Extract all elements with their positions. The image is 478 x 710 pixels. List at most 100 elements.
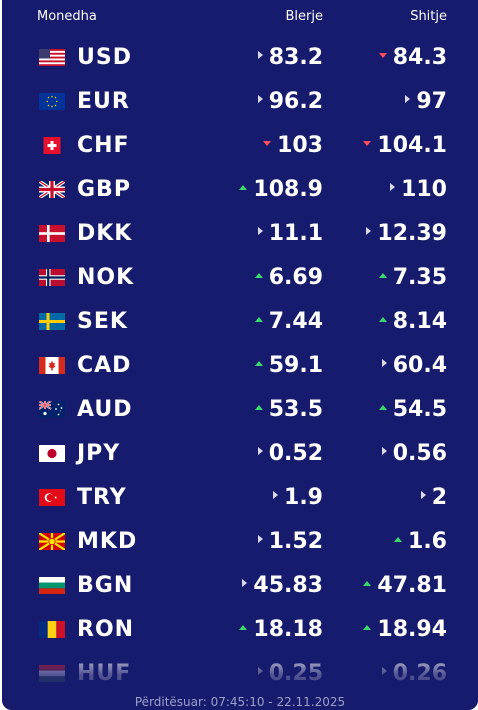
trend-up-icon <box>378 272 387 278</box>
sell-rate-value: 104.1 <box>377 133 447 158</box>
buy-rate: 7.44 <box>254 307 323 337</box>
buy-rate-value: 7.44 <box>268 309 323 334</box>
buy-rate: 11.1 <box>257 219 323 249</box>
trend-up-icon <box>378 316 387 322</box>
rate-row-chf: CHF 103 104.1 <box>2 125 478 169</box>
currency-code: SEK <box>77 309 128 334</box>
sell-rate: 97 <box>405 87 447 117</box>
jp-flag-icon <box>39 445 65 462</box>
table-header: Monedha Blerje Shitje <box>2 0 478 34</box>
currency-code: USD <box>77 45 132 70</box>
currency-code: JPY <box>77 441 121 466</box>
currency-code: BGN <box>77 573 134 598</box>
sell-rate: 1.6 <box>394 527 447 557</box>
rate-row-bgn: BGN 45.83 47.81 <box>2 565 478 609</box>
rate-row-sek: SEK 7.44 8.14 <box>2 301 478 345</box>
trend-unchanged-icon <box>242 579 248 587</box>
sell-rate-value: 12.39 <box>377 221 447 246</box>
sell-rate: 18.94 <box>363 615 447 645</box>
trend-up-icon <box>394 536 403 542</box>
buy-rate-value: 96.2 <box>268 89 323 114</box>
rate-row-ron: RON 18.18 18.94 <box>2 609 478 653</box>
trend-unchanged-icon <box>381 447 387 455</box>
rate-row-cad: CAD 59.1 60.4 <box>2 345 478 389</box>
trend-unchanged-icon <box>405 95 411 103</box>
buy-rate: 59.1 <box>254 351 323 381</box>
buy-rate: 83.2 <box>257 43 323 73</box>
sell-rate: 60.4 <box>381 351 447 381</box>
rate-row-gbp: GBP 108.9 110 <box>2 169 478 213</box>
sell-rate: 8.14 <box>378 307 447 337</box>
trend-down-icon <box>378 52 387 58</box>
buy-rate-value: 83.2 <box>268 45 323 70</box>
rate-row-dkk: DKK 11.1 12.39 <box>2 213 478 257</box>
sell-rate: 7.35 <box>378 263 447 293</box>
gb-flag-icon <box>39 181 65 198</box>
sell-rate: 104.1 <box>363 131 447 161</box>
rate-row-jpy: JPY 0.52 0.56 <box>2 433 478 477</box>
buy-rate: 0.52 <box>257 439 323 469</box>
sell-rate-value: 84.3 <box>392 45 447 70</box>
trend-up-icon <box>363 624 372 630</box>
currency-code: TRY <box>77 485 127 510</box>
trend-up-icon <box>254 316 263 322</box>
trend-unchanged-icon <box>257 51 263 59</box>
sell-rate-value: 60.4 <box>392 353 447 378</box>
buy-rate-value: 45.83 <box>253 573 323 598</box>
ch-flag-icon <box>39 137 65 154</box>
sell-rate: 0.56 <box>381 439 447 469</box>
sell-rate-value: 47.81 <box>377 573 447 598</box>
sell-rate-value: 54.5 <box>392 397 447 422</box>
trend-unchanged-icon <box>381 359 387 367</box>
buy-rate: 108.9 <box>239 175 323 205</box>
currency-code: DKK <box>77 221 133 246</box>
buy-rate-value: 53.5 <box>268 397 323 422</box>
eu-flag-icon <box>39 93 65 110</box>
trend-unchanged-icon <box>366 227 372 235</box>
sell-rate-value: 97 <box>416 89 447 114</box>
buy-rate: 18.18 <box>239 615 323 645</box>
sell-rate: 2 <box>420 483 447 513</box>
sell-rate: 54.5 <box>378 395 447 425</box>
sell-rate-value: 18.94 <box>377 617 447 642</box>
sell-rate: 84.3 <box>378 43 447 73</box>
trend-down-icon <box>363 140 372 146</box>
sell-rate-value: 110 <box>401 177 447 202</box>
us-flag-icon <box>39 49 65 66</box>
tr-flag-icon <box>39 489 65 506</box>
currency-code: CHF <box>77 133 130 158</box>
sell-rate: 47.81 <box>363 571 447 601</box>
trend-unchanged-icon <box>257 535 263 543</box>
rate-row-usd: USD 83.2 84.3 <box>2 37 478 81</box>
sell-rate-value: 0.56 <box>392 441 447 466</box>
buy-rate: 103 <box>263 131 323 161</box>
currency-code: EUR <box>77 89 130 114</box>
trend-up-icon <box>378 404 387 410</box>
trend-up-icon <box>239 624 248 630</box>
trend-unchanged-icon <box>273 491 279 499</box>
rates-list: USD 83.2 84.3 EUR 96.2 97 CHF 103 104.1 GBP 108.9 1… <box>2 37 478 697</box>
sell-rate-value: 7.35 <box>392 265 447 290</box>
currency-code: NOK <box>77 265 135 290</box>
rate-row-try: TRY 1.9 2 <box>2 477 478 521</box>
currency-column-header: Monedha <box>37 9 97 24</box>
sell-rate-value: 1.6 <box>408 529 447 554</box>
rate-row-eur: EUR 96.2 97 <box>2 81 478 125</box>
sell-rate-value: 2 <box>431 485 447 510</box>
buy-rate: 96.2 <box>257 87 323 117</box>
au-flag-icon <box>39 401 65 418</box>
mk-flag-icon <box>39 533 65 550</box>
currency-code: GBP <box>77 177 131 202</box>
buy-rate-value: 6.69 <box>268 265 323 290</box>
rate-row-aud: AUD 53.5 54.5 <box>2 389 478 433</box>
buy-rate-value: 108.9 <box>253 177 323 202</box>
trend-unchanged-icon <box>390 183 396 191</box>
buy-rate-value: 103 <box>277 133 323 158</box>
trend-up-icon <box>363 580 372 586</box>
currency-code: RON <box>77 617 135 642</box>
buy-rate-value: 59.1 <box>268 353 323 378</box>
rate-row-mkd: MKD 1.52 1.6 <box>2 521 478 565</box>
scroll-fade-overlay <box>2 646 478 710</box>
buy-rate-value: 18.18 <box>253 617 323 642</box>
